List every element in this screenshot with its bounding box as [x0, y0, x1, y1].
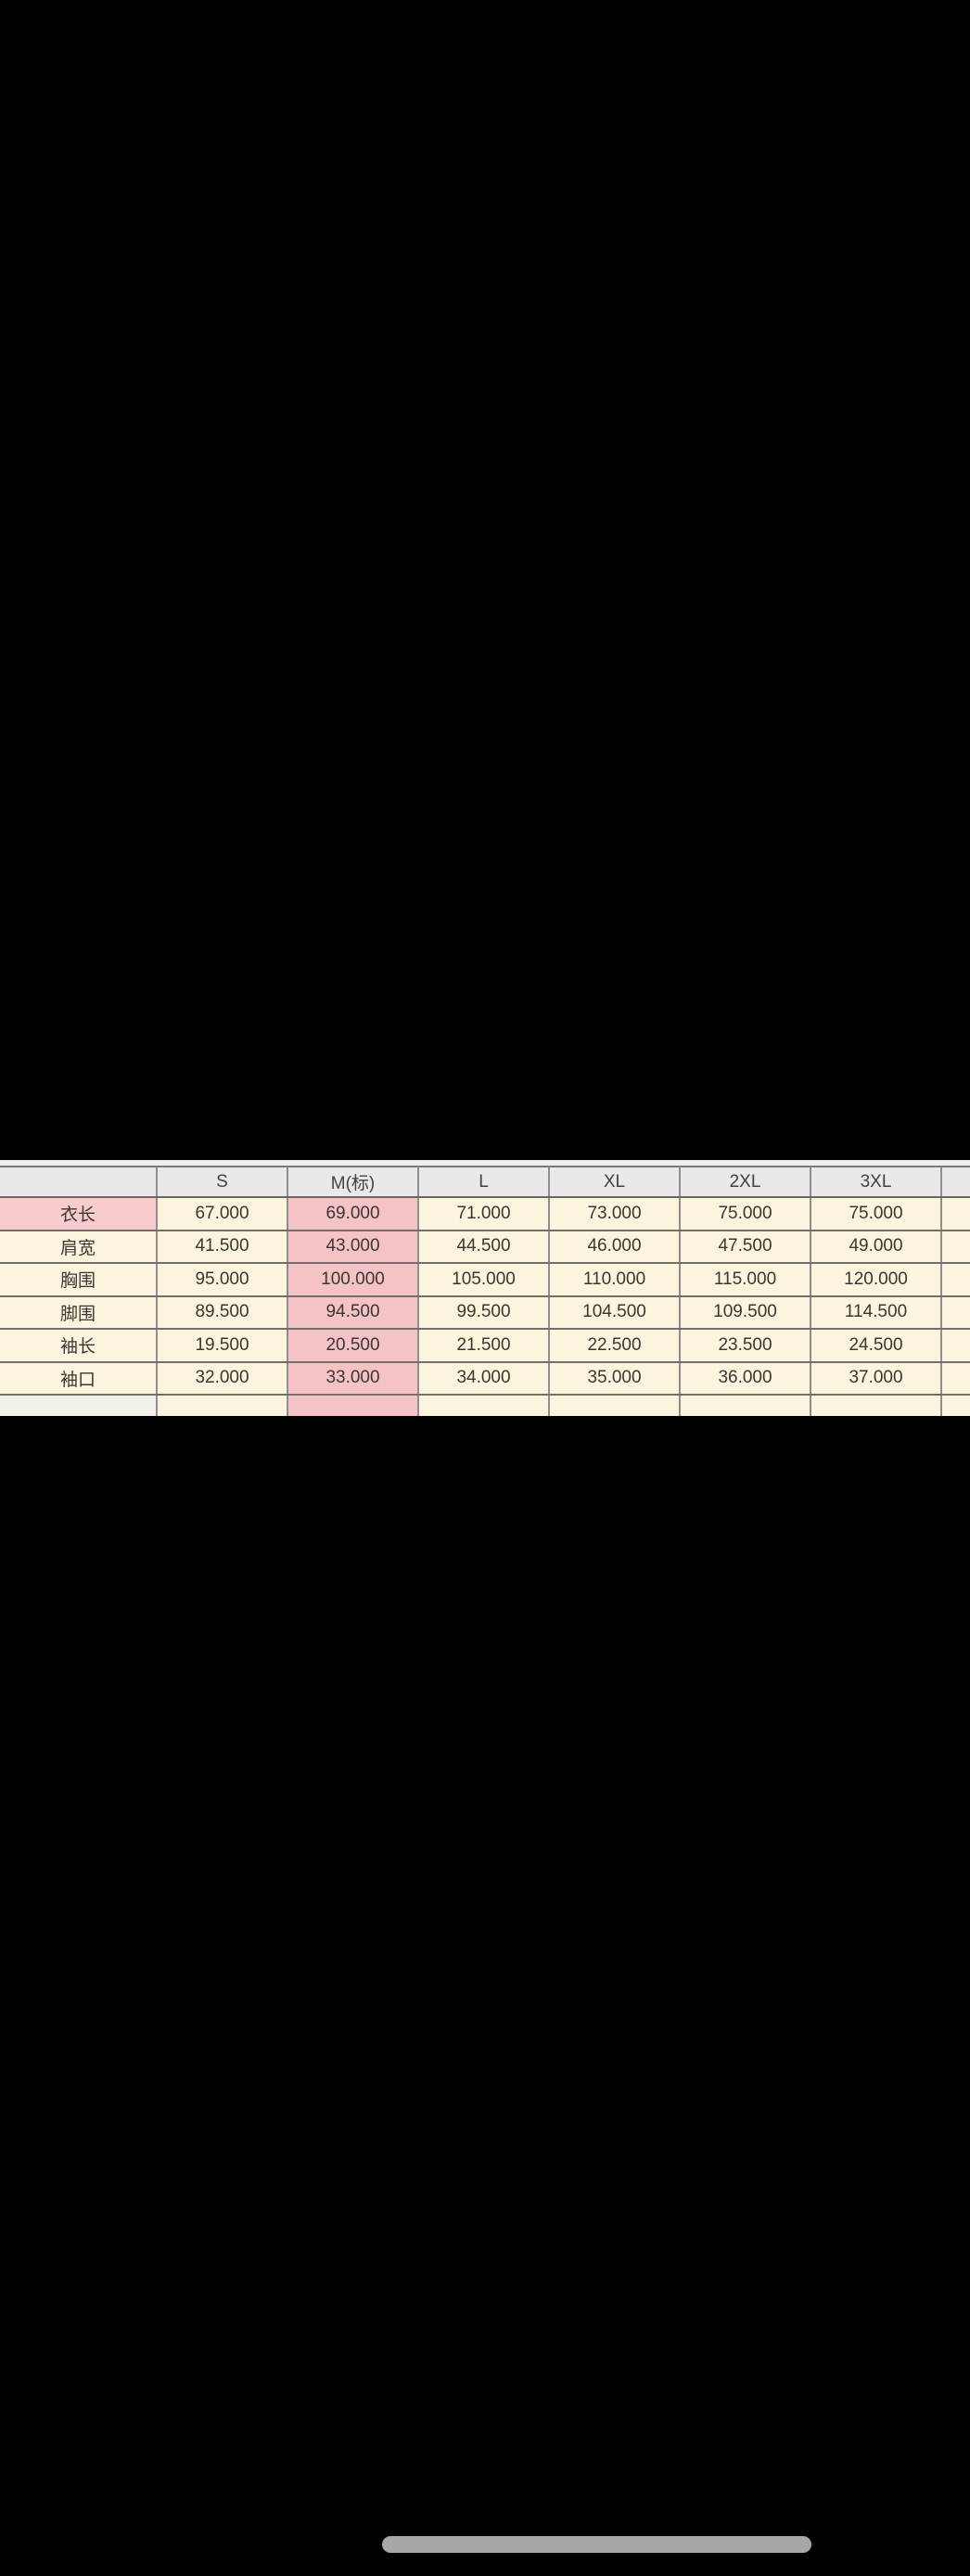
cutoff-cell [550, 1396, 681, 1416]
measurement-label-cell: 肩宽 [0, 1231, 158, 1262]
size-value-cell: 100.000 [288, 1264, 419, 1295]
cutoff-cell [419, 1396, 550, 1416]
cutoff-cell [942, 1198, 970, 1230]
size-value-cell: 21.500 [419, 1330, 550, 1361]
cutoff-cell [288, 1396, 419, 1416]
sheet-top-edge [0, 1160, 970, 1166]
cutoff-cell [942, 1296, 970, 1328]
size-value-cell: 99.500 [419, 1296, 550, 1328]
size-value-cell: 95.000 [158, 1264, 288, 1295]
size-value-cell: 44.500 [419, 1231, 550, 1262]
size-value-cell: 75.000 [811, 1198, 942, 1230]
size-value-cell: 114.500 [811, 1296, 942, 1328]
size-value-cell: 43.000 [288, 1231, 419, 1262]
cutoff-cell [942, 1330, 970, 1361]
cutoff-cell [942, 1396, 970, 1416]
cutoff-cell [811, 1396, 942, 1416]
cutoff-cell [942, 1264, 970, 1295]
size-value-cell: 67.000 [158, 1198, 288, 1230]
size-value-cell: 47.500 [681, 1231, 811, 1262]
size-column-header-s: S [158, 1167, 288, 1196]
measurement-label-cell: 衣长 [0, 1198, 158, 1230]
cutoff-cell [681, 1396, 811, 1416]
size-value-cell: 23.500 [681, 1330, 811, 1361]
measurement-label-cell: 袖口 [0, 1362, 158, 1394]
table-row-shoulder-width: 肩宽 41.500 43.000 44.500 46.000 47.500 49… [0, 1231, 970, 1264]
size-value-cell: 73.000 [550, 1198, 681, 1230]
size-value-cell: 94.500 [288, 1296, 419, 1328]
size-column-header-2xl: 2XL [681, 1167, 811, 1196]
measurement-label-cell: 脚围 [0, 1296, 158, 1328]
table-row-sleeve-length: 袖长 19.500 20.500 21.500 22.500 23.500 24… [0, 1330, 970, 1363]
table-row-garment-length: 衣长 67.000 69.000 71.000 73.000 75.000 75… [0, 1198, 970, 1231]
size-column-header-m: M(标) [288, 1167, 419, 1196]
size-value-cell: 32.000 [158, 1362, 288, 1394]
size-value-cell: 20.500 [288, 1330, 419, 1361]
size-value-cell: 49.000 [811, 1231, 942, 1262]
table-row-hem: 脚围 89.500 94.500 99.500 104.500 109.500 … [0, 1296, 970, 1330]
size-value-cell: 37.000 [811, 1362, 942, 1394]
size-column-header-l: L [419, 1167, 550, 1196]
size-value-cell: 115.000 [681, 1264, 811, 1295]
cutoff-cell [0, 1396, 158, 1416]
size-value-cell: 35.000 [550, 1362, 681, 1394]
size-value-cell: 120.000 [811, 1264, 942, 1295]
size-value-cell: 105.000 [419, 1264, 550, 1295]
size-chart-table: S M(标) L XL 2XL 3XL 衣长 67.000 69.000 71.… [0, 1166, 970, 1416]
home-indicator-bar[interactable] [382, 2536, 811, 2553]
measurement-label-cell: 袖长 [0, 1330, 158, 1361]
corner-header-cell [0, 1167, 158, 1196]
size-value-cell: 41.500 [158, 1231, 288, 1262]
size-value-cell: 24.500 [811, 1330, 942, 1361]
size-chart-header-row: S M(标) L XL 2XL 3XL [0, 1166, 970, 1198]
cutoff-cell [942, 1231, 970, 1262]
size-column-header-xl: XL [550, 1167, 681, 1196]
size-column-header-3xl: 3XL [811, 1167, 942, 1196]
measurement-label-cell: 胸围 [0, 1264, 158, 1295]
size-value-cell: 69.000 [288, 1198, 419, 1230]
size-value-cell: 34.000 [419, 1362, 550, 1394]
size-value-cell: 104.500 [550, 1296, 681, 1328]
size-value-cell: 110.000 [550, 1264, 681, 1295]
size-value-cell: 46.000 [550, 1231, 681, 1262]
table-row-cuff: 袖口 32.000 33.000 34.000 35.000 36.000 37… [0, 1362, 970, 1396]
table-row-cutoff [0, 1396, 970, 1416]
size-value-cell: 75.000 [681, 1198, 811, 1230]
size-value-cell: 89.500 [158, 1296, 288, 1328]
size-value-cell: 22.500 [550, 1330, 681, 1361]
size-value-cell: 109.500 [681, 1296, 811, 1328]
size-column-header-cutoff [942, 1167, 970, 1196]
table-row-bust: 胸围 95.000 100.000 105.000 110.000 115.00… [0, 1264, 970, 1297]
cutoff-cell [942, 1362, 970, 1394]
cutoff-cell [158, 1396, 288, 1416]
size-value-cell: 36.000 [681, 1362, 811, 1394]
size-value-cell: 71.000 [419, 1198, 550, 1230]
size-value-cell: 33.000 [288, 1362, 419, 1394]
size-value-cell: 19.500 [158, 1330, 288, 1361]
